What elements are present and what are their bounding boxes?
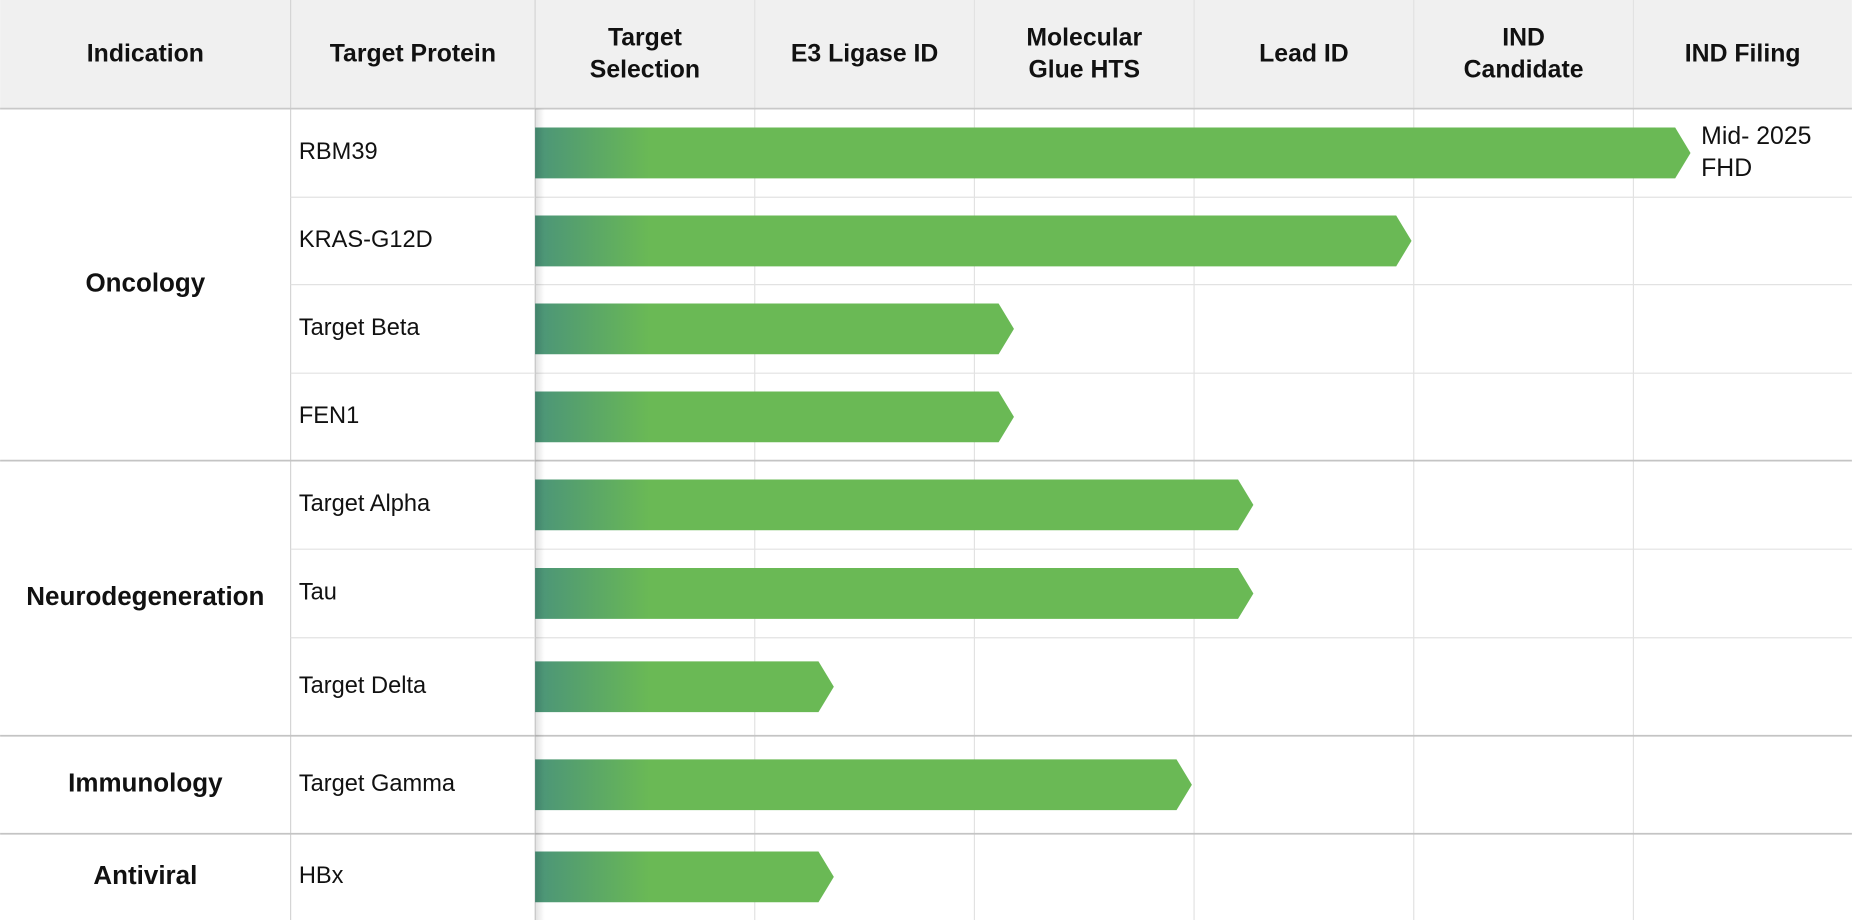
bar-annotation-line: FHD — [1701, 154, 1752, 181]
column-header: Target Selection — [590, 24, 700, 83]
indication-label: Immunology — [68, 768, 223, 798]
column-header-line: Lead ID — [1259, 40, 1349, 67]
progress-bar — [535, 215, 1412, 267]
column-header-line: Target — [608, 24, 682, 51]
header-background — [0, 0, 1852, 109]
bar-annotation: Mid- 2025 FHD — [1701, 123, 1811, 182]
protein-label: RBM39 — [299, 139, 378, 165]
bar-annotation-line: Mid- 2025 — [1701, 123, 1811, 150]
protein-label: FEN1 — [299, 403, 359, 429]
progress-bar — [535, 127, 1691, 179]
progress-bar — [535, 759, 1192, 811]
column-header: Lead ID — [1259, 40, 1349, 67]
column-shadow — [535, 108, 545, 920]
column-header-line: E3 Ligase ID — [791, 40, 938, 67]
progress-bar — [535, 391, 1014, 443]
indication-label: Neurodegeneration — [26, 581, 264, 611]
column-header-line: IND — [1502, 24, 1545, 51]
protein-label: Target Alpha — [299, 491, 431, 517]
progress-bar — [535, 479, 1254, 531]
protein-label: Target Gamma — [299, 771, 456, 797]
column-header-line: Molecular — [1026, 24, 1142, 51]
column-header-line: Indication — [87, 40, 204, 67]
column-header: E3 Ligase ID — [791, 40, 938, 67]
protein-label: Target Beta — [299, 315, 421, 341]
column-header: Indication — [87, 40, 204, 67]
progress-bar — [535, 303, 1014, 355]
column-header-line: Glue HTS — [1028, 56, 1140, 83]
column-header-line: Selection — [590, 56, 700, 83]
column-header: Molecular Glue HTS — [1026, 24, 1142, 83]
protein-label: Target Delta — [299, 673, 427, 699]
progress-bar — [535, 661, 834, 713]
column-header: IND Candidate — [1464, 24, 1584, 83]
column-header-line: Candidate — [1464, 56, 1584, 83]
progress-bar — [535, 568, 1254, 619]
protein-label: Tau — [299, 580, 337, 606]
column-header-line: Target Protein — [330, 40, 496, 67]
column-header-line: IND Filing — [1685, 40, 1801, 67]
indication-label: Antiviral — [93, 860, 197, 890]
column-header: IND Filing — [1685, 40, 1801, 67]
protein-label: KRAS-G12D — [299, 227, 433, 253]
column-header: Target Protein — [330, 40, 496, 67]
progress-bar — [535, 851, 834, 903]
protein-label: HBx — [299, 863, 344, 889]
indication-label: Oncology — [85, 267, 205, 297]
